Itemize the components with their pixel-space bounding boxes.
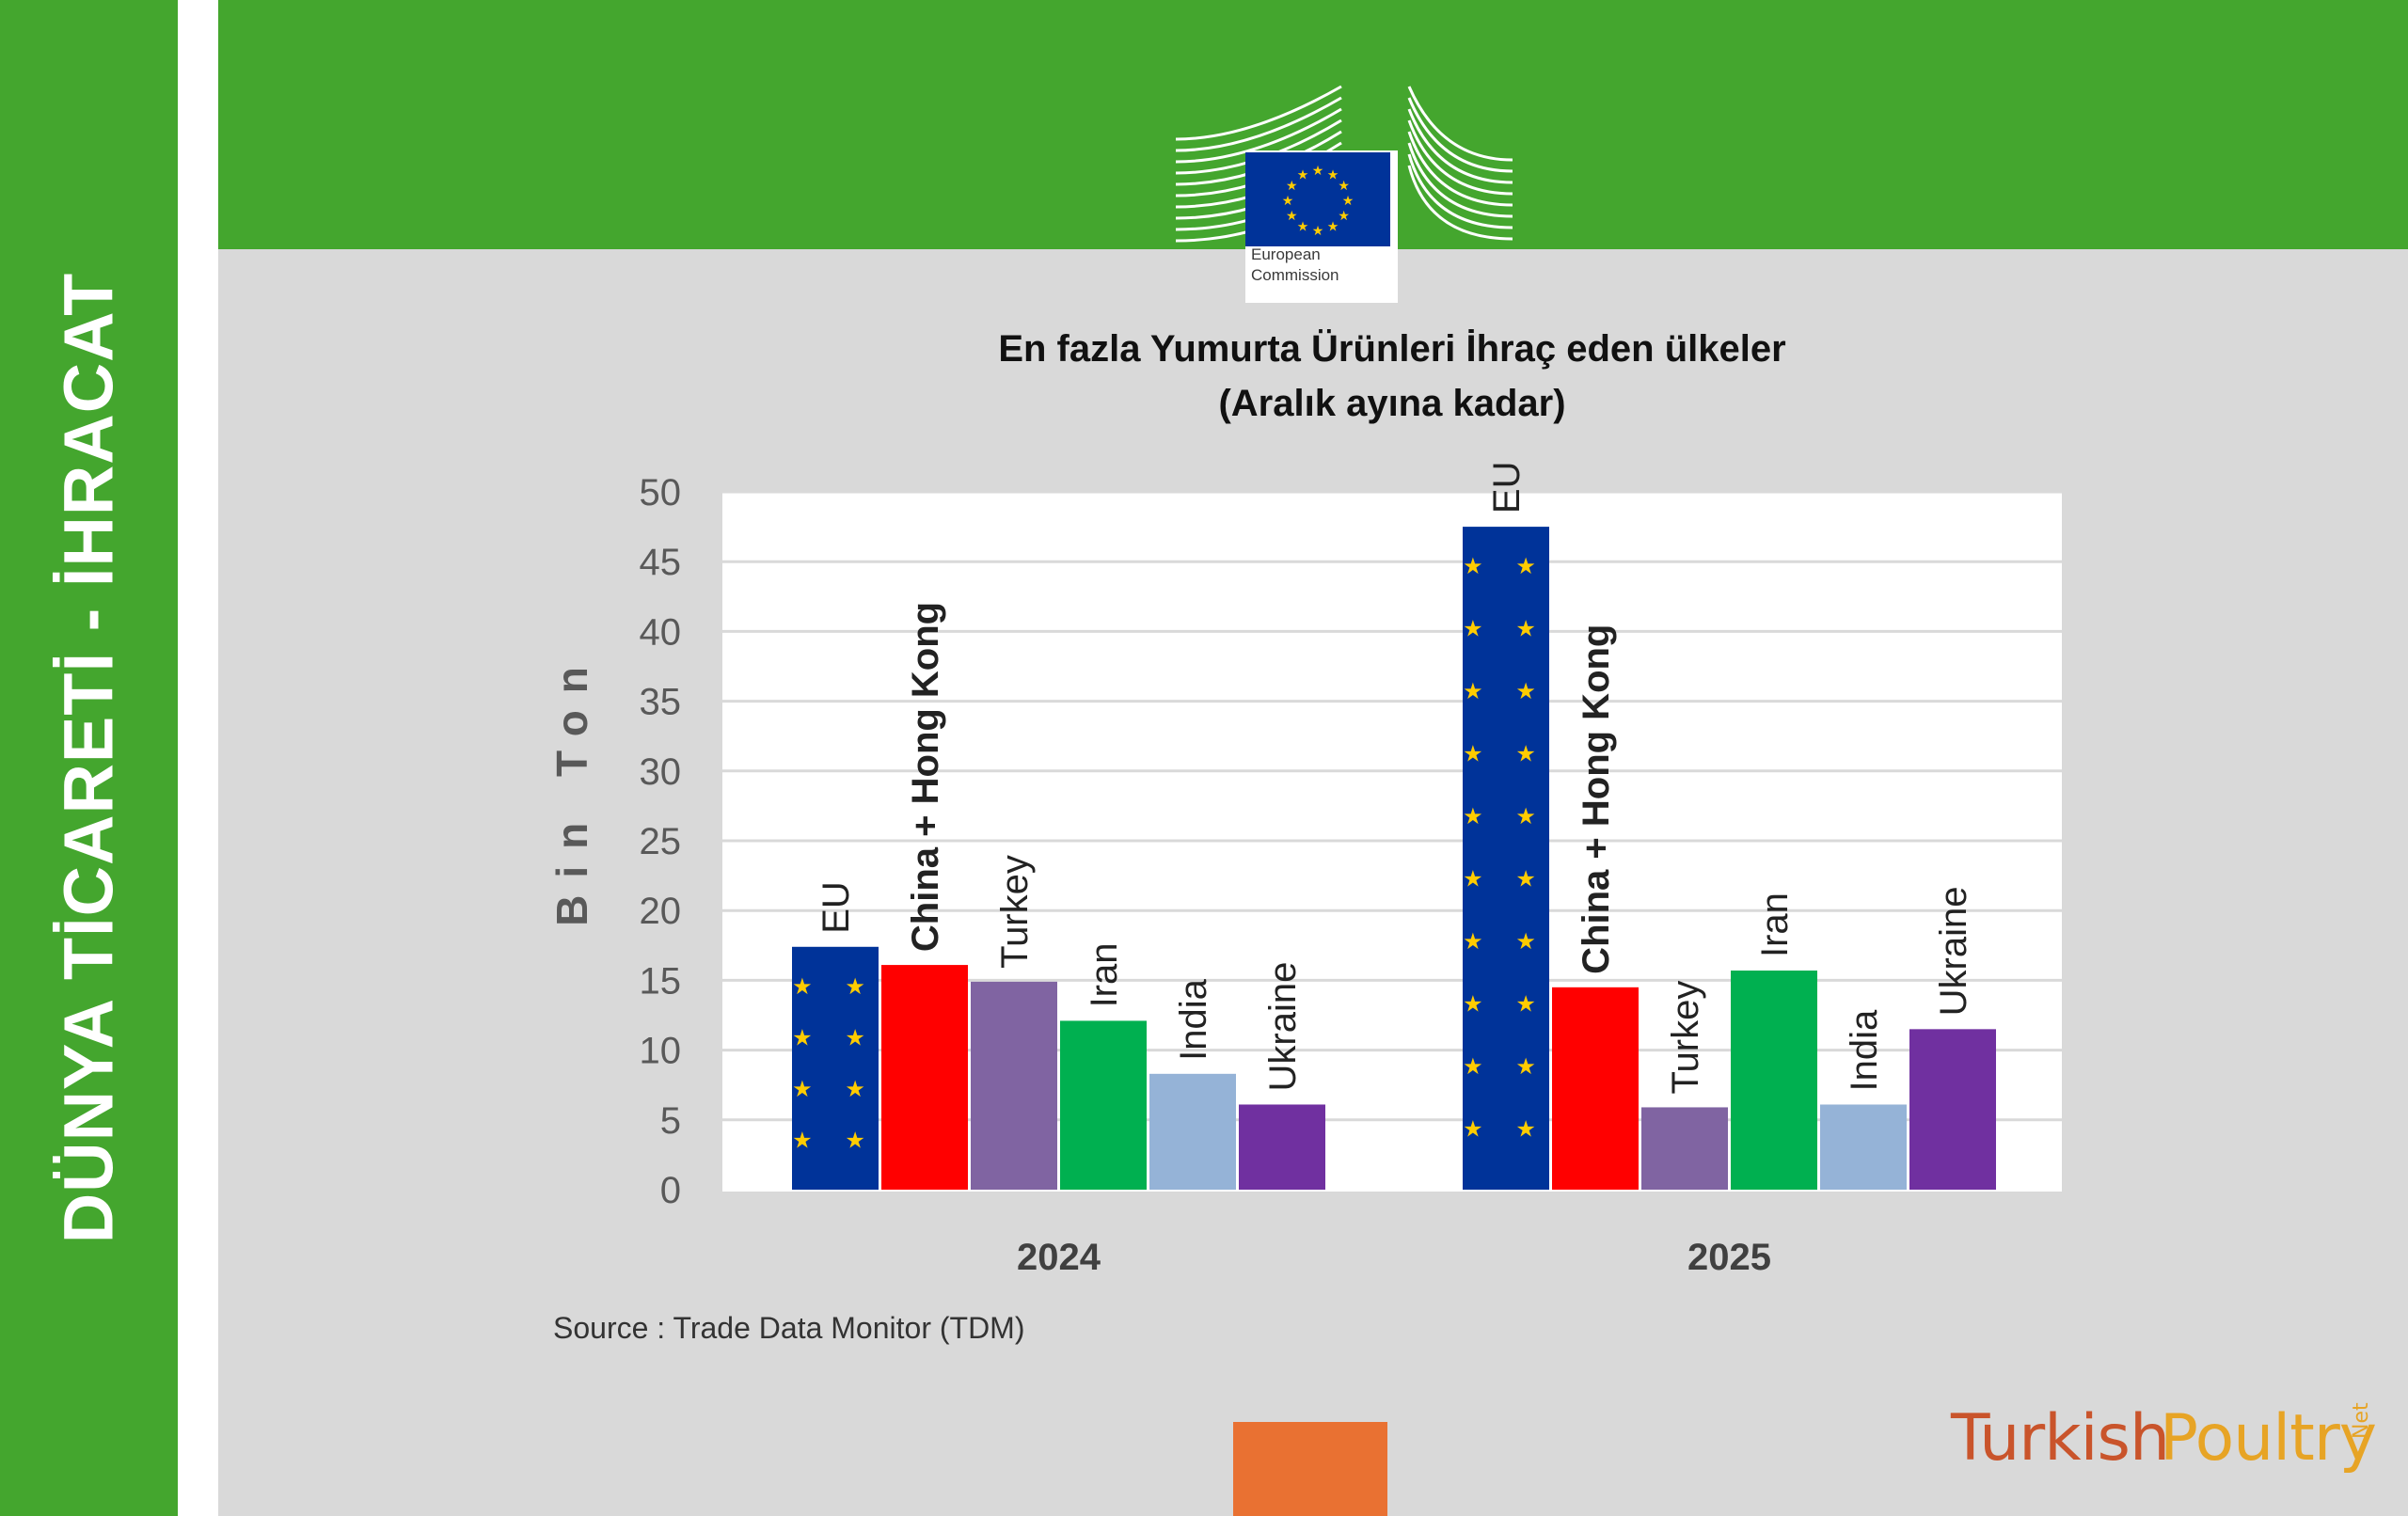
source-note: Source : Trade Data Monitor (TDM) xyxy=(553,1311,1025,1345)
bar-label: Turkey xyxy=(994,855,1036,969)
chart-title-block: En fazla Yumurta Ürünleri İhraç eden ülk… xyxy=(847,322,1938,431)
y-tick-label: 45 xyxy=(640,542,682,583)
eu-star-icon: ★ ★ xyxy=(792,1025,879,1050)
ec-logo-line1: European xyxy=(1251,245,1321,263)
bars: ★ ★ ★ ★ ★ ★ ★ ★ ★ ★ ★ ★ ★ ★ ★ ★ ★ ★ ★ ★ ★ ★ ★ ★ ★ ★ ★… xyxy=(792,527,1996,1190)
y-tick-label: 5 xyxy=(660,1100,681,1142)
turkish-poultry-logo: Turkish Poultry Net xyxy=(1951,1401,2384,1477)
bar xyxy=(792,946,879,1190)
y-tick-label: 20 xyxy=(640,891,682,932)
eu-star-icon: ★ ★ xyxy=(792,1077,879,1102)
bar xyxy=(1060,1020,1147,1190)
y-axis-ticks: 0 5 10 15 20 25 30 35 40 45 50 xyxy=(640,472,682,1211)
logo-star-icon: ★ xyxy=(1297,166,1309,182)
x-category-label: 2025 xyxy=(1687,1237,1771,1278)
bar xyxy=(881,965,968,1190)
brand-part1: Turkish xyxy=(1951,1401,2170,1476)
eu-star-icon: ★ ★ xyxy=(792,974,879,1000)
bar-label: Ukraine xyxy=(1933,886,1974,1016)
bar-label: EU xyxy=(1486,462,1528,514)
y-tick-label: 10 xyxy=(640,1031,682,1072)
brand-part2: Poultry xyxy=(2160,1401,2377,1476)
eu-star-icon: ★ ★ xyxy=(1463,867,1549,892)
bar xyxy=(971,981,1057,1190)
bar-label: China + Hong Kong xyxy=(1576,624,1617,974)
bar-label: Turkey xyxy=(1665,981,1706,1095)
logo-star-icon: ★ xyxy=(1327,219,1339,234)
y-tick-label: 40 xyxy=(640,611,682,653)
bar xyxy=(1552,987,1639,1190)
bar xyxy=(1239,1104,1325,1190)
y-tick-label: 0 xyxy=(660,1170,681,1211)
bar-label: Iran xyxy=(1754,892,1796,957)
x-axis-categories: 2024 2025 xyxy=(1017,1237,1771,1278)
bar xyxy=(1909,1029,1996,1190)
logo-star-icon: ★ xyxy=(1342,193,1354,208)
brand-part3: Net xyxy=(2350,1402,2373,1439)
logo-star-icon: ★ xyxy=(1327,166,1339,182)
logo-star-icon: ★ xyxy=(1286,178,1298,193)
logo-star-icon: ★ xyxy=(1338,178,1350,193)
eu-star-icon: ★ ★ xyxy=(1463,804,1549,829)
bar-label: Ukraine xyxy=(1262,962,1304,1092)
logo-star-icon: ★ xyxy=(1312,163,1324,178)
y-tick-label: 35 xyxy=(640,682,682,723)
ec-building-icon: ★★★★★★★★★ ★ ★★ xyxy=(1175,85,1513,303)
chart-title: En fazla Yumurta Ürünleri İhraç eden ülk… xyxy=(998,328,1786,370)
bar-label: India xyxy=(1173,978,1214,1060)
chart-subtitle: (Aralık ayına kadar) xyxy=(1218,383,1566,424)
bar-label: Iran xyxy=(1084,942,1125,1007)
y-tick-label: 30 xyxy=(640,751,682,793)
eu-star-icon: ★ ★ xyxy=(792,1128,879,1153)
bar xyxy=(1641,1107,1728,1190)
eu-star-icon: ★ ★ xyxy=(1463,742,1549,767)
y-tick-label: 15 xyxy=(640,960,682,1002)
eu-star-icon: ★ ★ xyxy=(1463,929,1549,955)
bar xyxy=(1731,971,1817,1190)
orange-accent-block xyxy=(1233,1422,1387,1516)
bar-label: China + Hong Kong xyxy=(905,602,946,952)
sidebar-divider xyxy=(178,0,218,1516)
eu-star-icon: ★ ★ xyxy=(1463,1054,1549,1080)
bar-label: India xyxy=(1844,1009,1885,1091)
y-axis-label: Bin Ton xyxy=(547,650,596,926)
ec-logo-line2: Commission xyxy=(1251,266,1339,284)
ec-logo-text: European Commission xyxy=(1251,245,1392,286)
eu-star-icon: ★ ★ xyxy=(1463,1117,1549,1143)
logo-star-icon: ★ xyxy=(1282,193,1294,208)
logo-star-icon: ★ xyxy=(1338,208,1350,223)
logo-star-icon: ★ xyxy=(1312,223,1324,238)
bar-labels: EU China + Hong Kong Turkey Iran India Ukrain… xyxy=(816,462,1974,1095)
eu-star-icon: ★ ★ xyxy=(1463,617,1549,642)
y-tick-label: 25 xyxy=(640,821,682,862)
logo-star-icon: ★ xyxy=(1286,208,1298,223)
eu-star-icon: ★ ★ xyxy=(1463,554,1549,579)
logo-star-icon: ★ xyxy=(1297,219,1309,234)
bar xyxy=(1820,1104,1907,1190)
bar-label: EU xyxy=(816,881,857,934)
y-tick-label: 50 xyxy=(640,472,682,513)
sidebar: DÜNYA TİCARETİ - İHRACAT xyxy=(0,0,178,1516)
eu-star-icon: ★ ★ xyxy=(1463,992,1549,1018)
x-category-label: 2024 xyxy=(1017,1237,1101,1278)
bar xyxy=(1149,1073,1236,1190)
european-commission-logo: ★ ★ ★ ★ ★ ★ ★ ★ ★ ★ ★ ★ European Commission xyxy=(1174,85,1514,303)
eu-star-icon: ★ ★ xyxy=(1463,679,1549,704)
bar xyxy=(1463,527,1549,1190)
